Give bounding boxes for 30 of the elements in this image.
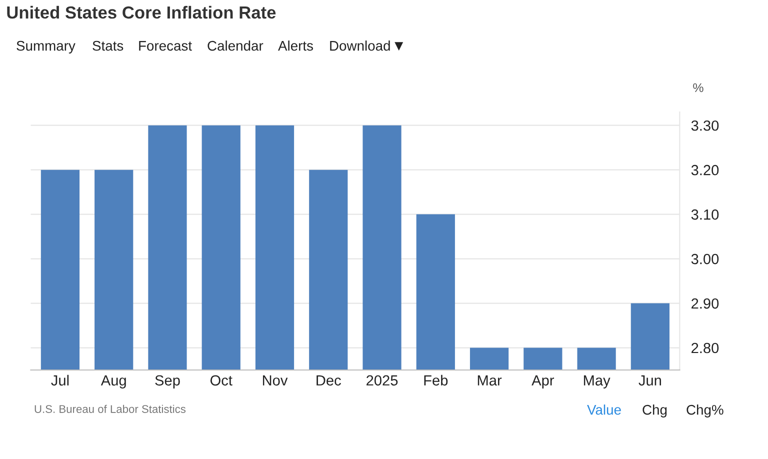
text: Download [330, 40, 390, 51]
x-tick-label: Jul [51, 374, 69, 386]
chart-title: United States Core Inflation Rate [7, 6, 276, 19]
x-tick-label: Oct [210, 375, 232, 386]
x-tick-label: Jun [638, 375, 661, 386]
x-tick-label: Mar [478, 375, 502, 386]
y-tick-label: 2.90 [692, 298, 719, 309]
text: Chg% [686, 404, 724, 418]
x-tick-label: 2025 [366, 375, 398, 386]
x-tick-label: Nov [262, 375, 288, 386]
x-tick-label: Dec [316, 375, 341, 386]
y-tick-label: 2.80 [692, 342, 719, 354]
text: U.S. Bureau of Labor Statistics [34, 404, 186, 413]
y-axis-title: % [693, 83, 704, 92]
x-tick-label: Apr [532, 375, 554, 388]
text: Chg [642, 404, 667, 418]
y-tick-label: 3.10 [691, 209, 719, 220]
y-tick-label: 3.00 [691, 254, 719, 264]
x-tick-label: May [584, 375, 610, 388]
y-tick-label: 3.30 [691, 120, 719, 131]
y-tick-label: 3.20 [691, 164, 719, 176]
text: Alerts [278, 40, 313, 51]
text: Forecast [139, 41, 192, 51]
x-tick-label: Aug [100, 375, 126, 388]
x-tick-label: Sep [155, 375, 180, 388]
text: Summary [16, 40, 76, 54]
text: Calendar [208, 40, 264, 51]
text: Stats [92, 40, 124, 51]
x-tick-label: Feb [424, 374, 448, 386]
text: Value [587, 404, 621, 415]
